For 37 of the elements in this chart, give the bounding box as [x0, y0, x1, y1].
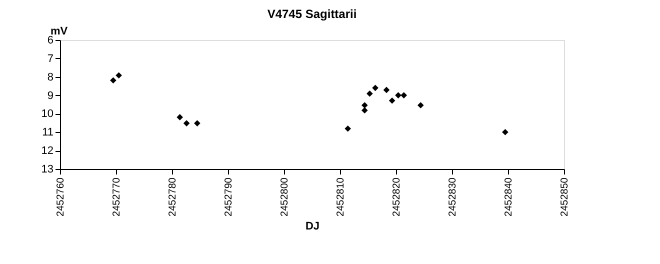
x-tick-label: 2452840	[504, 177, 514, 216]
y-tick-label: 6	[47, 34, 54, 46]
point	[400, 92, 407, 98]
point	[176, 114, 183, 120]
y-tick-label: 11	[42, 126, 54, 139]
y-tick-label: 12	[41, 145, 54, 158]
x-tick-label: 2452820	[392, 177, 402, 216]
x-tick-label: 2452810	[336, 177, 346, 216]
point	[183, 120, 190, 126]
x-tick-label: 2452760	[56, 177, 66, 216]
point	[361, 102, 368, 108]
point	[372, 84, 378, 92]
y-axis-title: mV	[50, 26, 68, 38]
chart-title: V4745 Sagittarii	[267, 7, 357, 21]
point	[417, 102, 424, 108]
point	[395, 92, 402, 98]
x-axis-title: DJ	[305, 220, 320, 232]
point	[366, 90, 373, 97]
y-tick-label: 13	[41, 164, 54, 176]
x-tick-label: 2452770	[112, 177, 122, 216]
point	[110, 77, 116, 84]
point	[361, 107, 368, 114]
point	[116, 72, 122, 79]
y-tick-label: 8	[47, 71, 54, 84]
x-tick-label: 2452830	[448, 177, 458, 216]
point	[388, 97, 396, 104]
y-tick-label: 7	[47, 52, 54, 65]
x-tick-label: 2452780	[168, 177, 178, 216]
x-tick-label: 2452850	[560, 177, 570, 216]
point	[194, 120, 200, 126]
x-tick-label: 2452790	[224, 177, 234, 216]
y-tick-label: 9	[47, 90, 54, 102]
y-tick-label: 10	[41, 108, 54, 120]
point	[502, 128, 508, 136]
point	[383, 86, 390, 94]
point	[344, 125, 351, 132]
x-tick-label: 2452800	[280, 177, 290, 216]
